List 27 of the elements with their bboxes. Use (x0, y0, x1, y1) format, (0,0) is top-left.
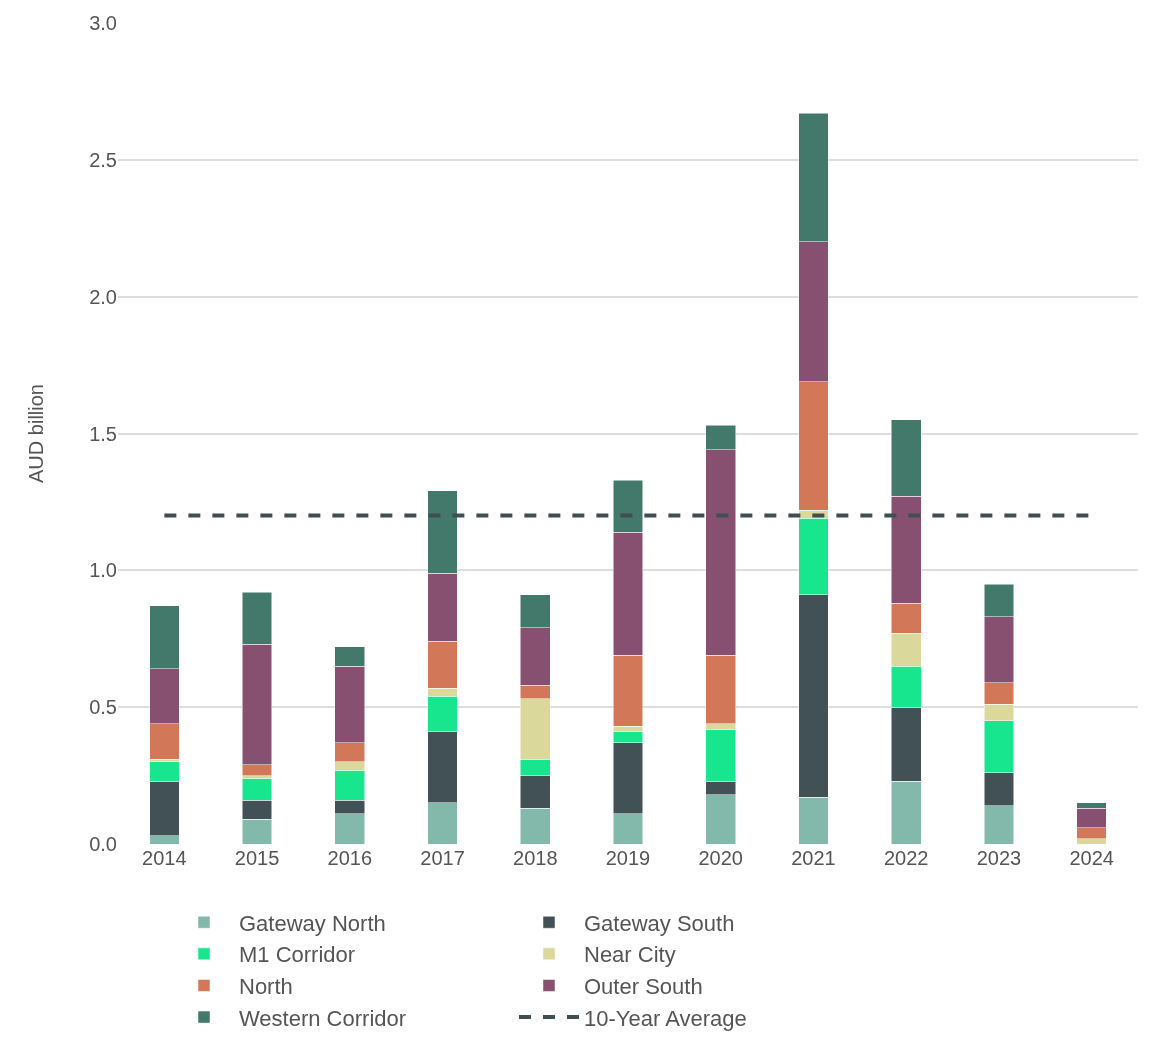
x-tick-label: 2020 (698, 847, 743, 869)
x-tick-label: 2014 (142, 847, 187, 869)
legend-label: 10-Year Average (584, 1005, 747, 1031)
legend-label: Gateway South (584, 910, 735, 936)
y-axis-title: AUD billion (24, 384, 47, 483)
x-tick-label: 2021 (791, 847, 836, 869)
y-tick-label: 2.5 (89, 148, 117, 171)
x-tick-label: 2023 (976, 847, 1022, 869)
x-tick-label: 2018 (513, 847, 558, 869)
x-tick-label: 2015 (234, 847, 280, 869)
y-tick-label: 0.0 (89, 833, 117, 855)
y-tick-label: 3.0 (89, 12, 117, 34)
x-tick-label: 2024 (1069, 847, 1114, 869)
legend-label: North (239, 974, 293, 1000)
x-tick-label: 2017 (420, 847, 465, 869)
x-tick-label: 2022 (883, 847, 929, 869)
y-tick-label: 1.5 (89, 422, 117, 445)
x-tick-label: 2016 (327, 847, 373, 869)
y-tick-label: 2.0 (89, 285, 117, 308)
legend-label: Outer South (584, 974, 703, 1000)
legend-label: Near City (584, 942, 676, 968)
x-tick-label: 2019 (605, 847, 651, 869)
y-tick-label: 0.5 (89, 696, 117, 719)
legend-label: M1 Corridor (239, 942, 356, 968)
y-tick-label: 1.0 (89, 559, 117, 582)
legend-label: Gateway North (239, 910, 386, 936)
legend-label: Western Corridor (239, 1005, 407, 1031)
